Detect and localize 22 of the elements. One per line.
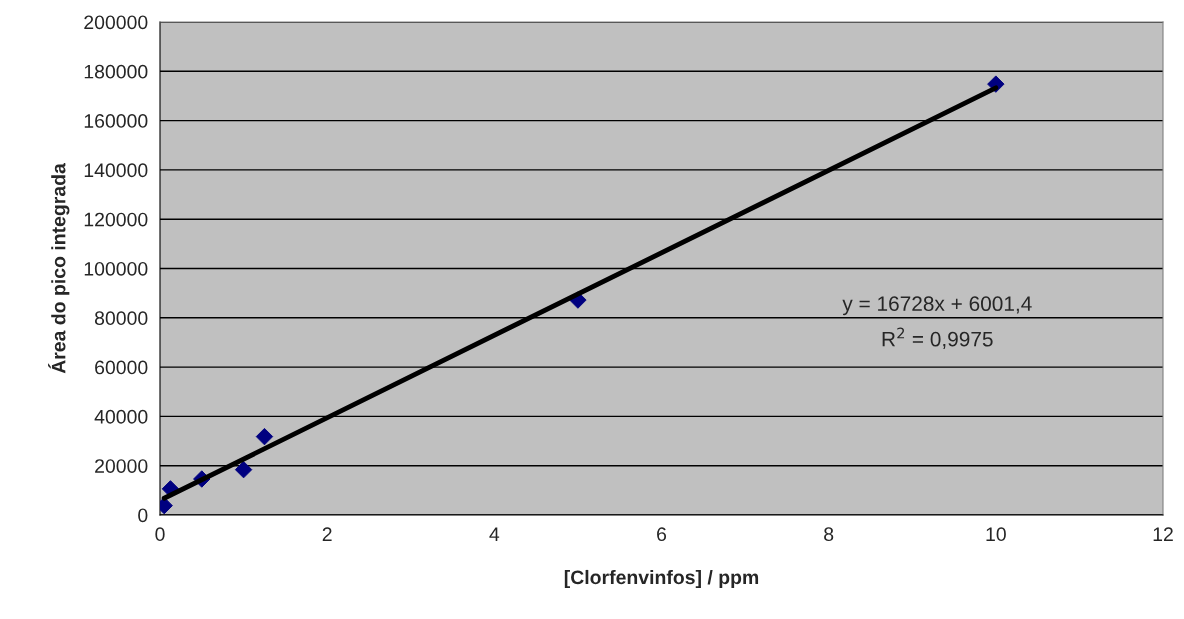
x-tick-label: 6 xyxy=(657,527,667,542)
y-tick-label: 80000 xyxy=(94,311,148,326)
y-tick-label: 0 xyxy=(138,508,148,523)
x-tick-label: 0 xyxy=(155,527,165,542)
x-tick-label: 10 xyxy=(986,527,1006,542)
x-tick-label: 12 xyxy=(1153,527,1173,541)
y-tick-label: 140000 xyxy=(84,163,148,178)
y-tick-label: 100000 xyxy=(84,261,148,276)
y-tick-label: 60000 xyxy=(95,360,148,375)
x-tick-label: 2 xyxy=(322,527,332,541)
annotation: R$^{2}$ = 0,9975 xyxy=(882,327,993,349)
y-axis-title: Área do pico integrada xyxy=(48,163,70,374)
x-tick-label: 8 xyxy=(824,527,834,542)
y-tick-label: 120000 xyxy=(84,212,148,227)
y-tick-label: 160000 xyxy=(84,114,148,128)
y-tick-label: 200000 xyxy=(84,15,148,30)
x-tick-label: 4 xyxy=(489,527,500,541)
y-tick-label: 180000 xyxy=(84,64,148,79)
x-axis-title: [Clorfenvinfos] / ppm xyxy=(564,569,759,589)
y-tick-label: 20000 xyxy=(95,459,148,473)
annotation: y = 16728x + 6001,4 xyxy=(842,296,1032,316)
y-tick-label: 40000 xyxy=(94,409,148,424)
